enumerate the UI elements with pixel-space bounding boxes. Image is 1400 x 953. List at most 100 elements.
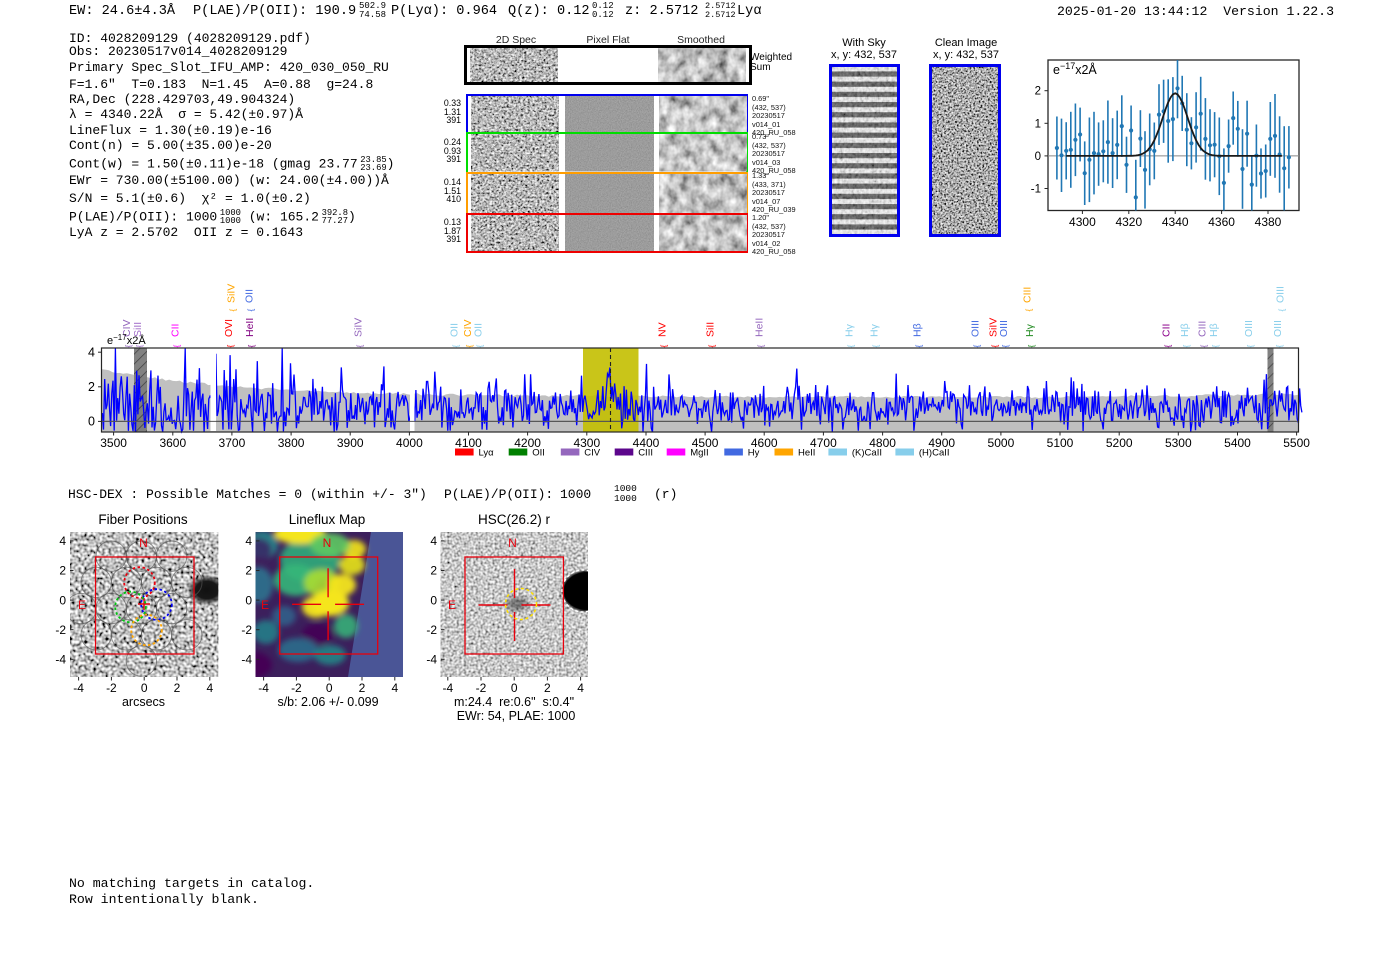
svg-text:0: 0	[245, 593, 252, 607]
svg-text:arcsecs: arcsecs	[122, 695, 165, 709]
svg-text:{: {	[1026, 345, 1036, 348]
svg-text:5300: 5300	[1165, 436, 1192, 450]
svg-text:0: 0	[88, 415, 95, 429]
svg-text:CIV: CIV	[121, 319, 133, 337]
svg-text:2: 2	[1035, 86, 1041, 98]
svg-text:HSC(26.2) r: HSC(26.2) r	[478, 512, 551, 527]
svg-text:2: 2	[359, 681, 366, 695]
svg-text:4: 4	[577, 681, 584, 695]
svg-text:EWr: 54, PLAE: 1000: EWr: 54, PLAE: 1000	[457, 709, 576, 723]
svg-text:2: 2	[245, 564, 252, 578]
svg-text:-2: -2	[241, 623, 252, 637]
svg-text:4340: 4340	[1162, 215, 1189, 229]
svg-text:4000: 4000	[396, 436, 423, 450]
svg-text:4: 4	[391, 681, 398, 695]
svg-text:-1: -1	[1031, 184, 1041, 196]
svg-text:0: 0	[511, 681, 518, 695]
svg-text:Lineflux Map: Lineflux Map	[289, 512, 366, 527]
svg-text:{: {	[1181, 345, 1191, 348]
svg-text:{: {	[756, 345, 766, 348]
svg-text:OIII: OIII	[998, 320, 1010, 337]
svg-text:-2: -2	[476, 681, 487, 695]
svg-text:SiIV: SiIV	[988, 318, 1000, 337]
svg-text:Fiber Positions: Fiber Positions	[98, 512, 188, 527]
svg-text:N: N	[139, 536, 148, 550]
svg-text:0: 0	[430, 593, 437, 607]
svg-text:0: 0	[1035, 151, 1041, 163]
svg-text:NV: NV	[657, 322, 669, 337]
svg-text:SiII: SiII	[132, 322, 144, 337]
svg-text:HeII: HeII	[798, 448, 815, 459]
svg-text:4600: 4600	[751, 436, 778, 450]
svg-text:1: 1	[1035, 118, 1041, 130]
svg-text:{: {	[228, 309, 238, 312]
svg-text:3700: 3700	[219, 436, 246, 450]
svg-text:MgII: MgII	[690, 448, 708, 459]
svg-text:-2: -2	[291, 681, 302, 695]
svg-text:e−17x2Å: e−17x2Å	[107, 333, 146, 348]
svg-text:{: {	[475, 345, 485, 348]
svg-text:3900: 3900	[337, 436, 364, 450]
svg-text:-4: -4	[55, 653, 66, 667]
svg-text:4300: 4300	[1069, 215, 1096, 229]
svg-text:{: {	[1163, 345, 1173, 348]
svg-text:-4: -4	[258, 681, 269, 695]
svg-text:(K)CaII: (K)CaII	[852, 448, 882, 459]
svg-text:4: 4	[206, 681, 213, 695]
svg-text:{: {	[1277, 309, 1287, 312]
svg-text:CII: CII	[1161, 324, 1173, 337]
svg-text:0: 0	[141, 681, 148, 695]
svg-text:{: {	[123, 345, 133, 348]
svg-text:Hγ: Hγ	[844, 323, 856, 337]
svg-text:Hγ: Hγ	[869, 323, 881, 337]
svg-text:-2: -2	[55, 623, 66, 637]
svg-text:{: {	[707, 345, 717, 348]
svg-text:{: {	[1024, 309, 1034, 312]
svg-text:OII: OII	[473, 323, 485, 337]
svg-text:HeII: HeII	[244, 318, 256, 337]
svg-text:0: 0	[59, 593, 66, 607]
svg-text:-4: -4	[241, 653, 252, 667]
svg-text:OII: OII	[532, 448, 545, 459]
svg-text:OIII: OIII	[1275, 286, 1287, 303]
svg-text:CIII: CIII	[1022, 287, 1034, 303]
svg-text:{: {	[1000, 345, 1010, 348]
svg-text:2: 2	[174, 681, 181, 695]
svg-text:5500: 5500	[1283, 436, 1310, 450]
svg-text:-2: -2	[106, 681, 117, 695]
svg-text:E: E	[448, 598, 456, 612]
svg-text:HeII: HeII	[754, 318, 766, 337]
svg-text:-2: -2	[426, 623, 437, 637]
svg-text:CIII: CIII	[638, 448, 653, 459]
svg-text:{: {	[659, 345, 669, 348]
svg-text:{: {	[355, 345, 365, 348]
svg-text:(H)CaII: (H)CaII	[919, 448, 950, 459]
svg-text:s/b: 2.06 +/- 0.099: s/b: 2.06 +/- 0.099	[277, 695, 378, 709]
svg-text:OII: OII	[244, 289, 256, 303]
svg-text:2: 2	[544, 681, 551, 695]
svg-text:SiIV: SiIV	[353, 318, 365, 337]
svg-text:N: N	[323, 536, 332, 550]
svg-text:0: 0	[326, 681, 333, 695]
svg-text:{: {	[1199, 345, 1209, 348]
svg-text:{: {	[1210, 345, 1220, 348]
svg-text:5400: 5400	[1224, 436, 1251, 450]
svg-text:CIV: CIV	[462, 319, 474, 337]
svg-text:4: 4	[59, 534, 66, 548]
svg-text:e−17x2Å: e−17x2Å	[1053, 61, 1097, 77]
svg-text:OIII: OIII	[1272, 320, 1284, 337]
svg-text:{: {	[871, 345, 881, 348]
svg-text:{: {	[225, 345, 235, 348]
svg-text:4200: 4200	[514, 436, 541, 450]
svg-text:{: {	[972, 345, 982, 348]
svg-text:OIII: OIII	[970, 320, 982, 337]
svg-text:E: E	[261, 598, 269, 612]
svg-text:CIV: CIV	[584, 448, 601, 459]
svg-text:m:24.4 re:0.6" s:0.4": m:24.4 re:0.6" s:0.4"	[454, 695, 574, 709]
svg-text:Hβ: Hβ	[1179, 323, 1191, 337]
svg-text:4100: 4100	[455, 436, 482, 450]
svg-text:N: N	[508, 536, 517, 550]
svg-text:4900: 4900	[928, 436, 955, 450]
svg-text:OIII: OIII	[1243, 320, 1255, 337]
svg-text:CII: CII	[170, 324, 182, 337]
